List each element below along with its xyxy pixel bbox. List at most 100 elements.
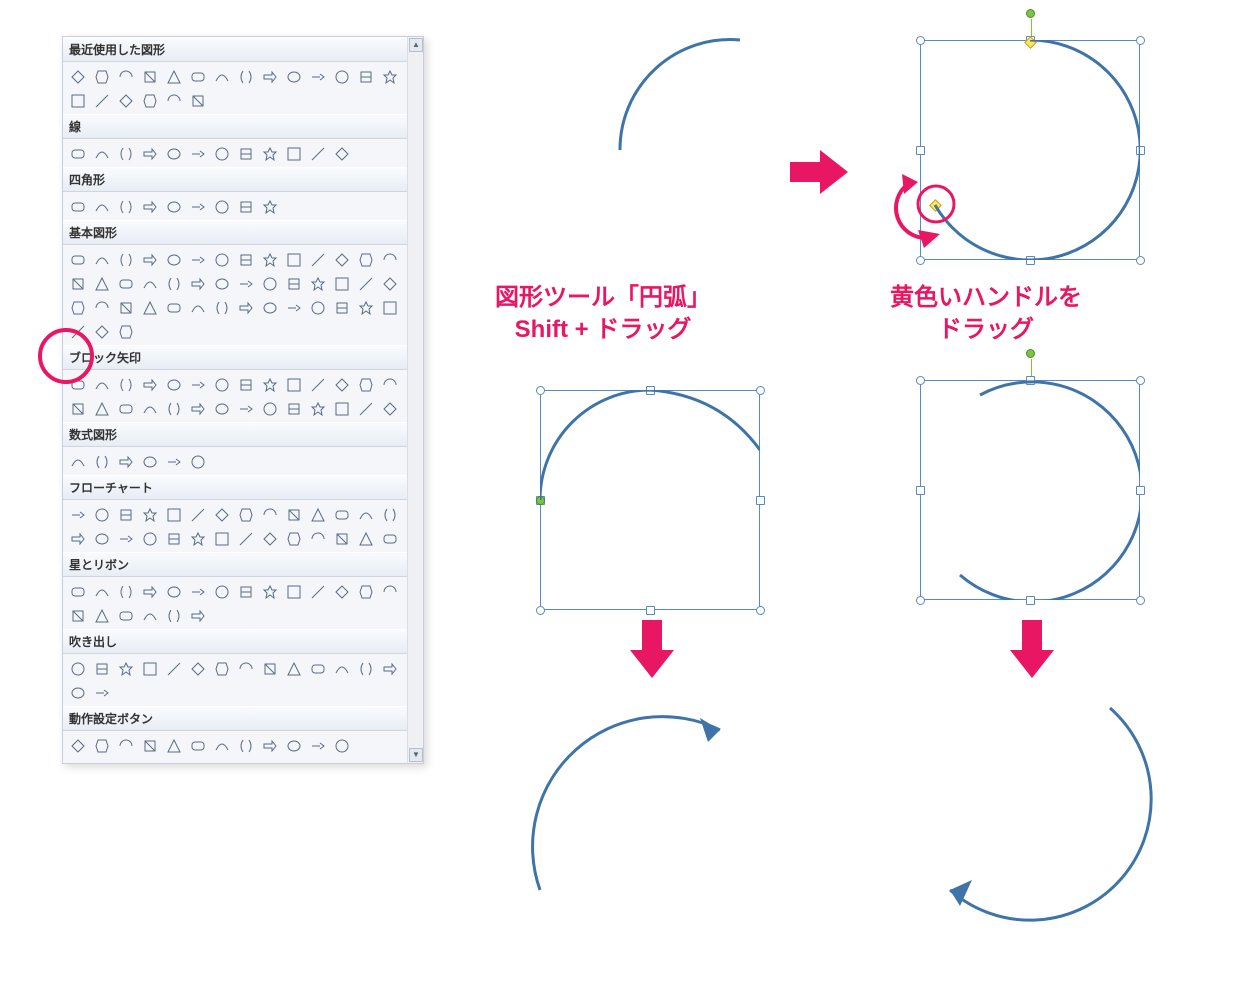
- shape-button[interactable]: [307, 735, 329, 757]
- shape-button[interactable]: [115, 66, 137, 88]
- shape-button[interactable]: [163, 273, 185, 295]
- shape-button[interactable]: [355, 249, 377, 271]
- shape-button[interactable]: [115, 143, 137, 165]
- shape-button[interactable]: [91, 90, 113, 112]
- shape-button[interactable]: [139, 90, 161, 112]
- shape-button[interactable]: [67, 143, 89, 165]
- shape-button[interactable]: [235, 735, 257, 757]
- shape-button[interactable]: [379, 658, 401, 680]
- shape-button[interactable]: [139, 451, 161, 473]
- shape-button[interactable]: [163, 451, 185, 473]
- shape-button[interactable]: [259, 297, 281, 319]
- shape-button[interactable]: [163, 143, 185, 165]
- shape-button[interactable]: [355, 374, 377, 396]
- shape-button[interactable]: [307, 504, 329, 526]
- shape-button[interactable]: [163, 605, 185, 627]
- shape-button[interactable]: [91, 581, 113, 603]
- shape-button[interactable]: [67, 249, 89, 271]
- shape-button[interactable]: [331, 735, 353, 757]
- shape-button[interactable]: [139, 273, 161, 295]
- shape-button[interactable]: [211, 66, 233, 88]
- shape-button[interactable]: [163, 196, 185, 218]
- shape-button[interactable]: [115, 374, 137, 396]
- shape-button[interactable]: [331, 297, 353, 319]
- shape-button[interactable]: [139, 374, 161, 396]
- shape-button[interactable]: [211, 528, 233, 550]
- shape-button[interactable]: [91, 297, 113, 319]
- shape-button[interactable]: [355, 297, 377, 319]
- scroll-down-button[interactable]: ▼: [409, 748, 423, 762]
- shape-button[interactable]: [139, 504, 161, 526]
- shape-button[interactable]: [163, 528, 185, 550]
- shape-button[interactable]: [115, 249, 137, 271]
- shape-button[interactable]: [139, 528, 161, 550]
- shape-button[interactable]: [259, 374, 281, 396]
- shape-button[interactable]: [211, 374, 233, 396]
- shape-button[interactable]: [115, 90, 137, 112]
- shape-button[interactable]: [163, 504, 185, 526]
- shape-button[interactable]: [331, 504, 353, 526]
- shape-button[interactable]: [187, 735, 209, 757]
- shape-button[interactable]: [187, 249, 209, 271]
- shape-button[interactable]: [91, 658, 113, 680]
- shape-button[interactable]: [67, 735, 89, 757]
- shape-button[interactable]: [307, 297, 329, 319]
- shape-button[interactable]: [211, 297, 233, 319]
- shape-button[interactable]: [115, 504, 137, 526]
- shape-button[interactable]: [115, 398, 137, 420]
- shape-button[interactable]: [355, 581, 377, 603]
- shape-button[interactable]: [235, 528, 257, 550]
- shape-button[interactable]: [67, 374, 89, 396]
- shape-button[interactable]: [163, 581, 185, 603]
- shape-button[interactable]: [331, 143, 353, 165]
- shape-button[interactable]: [235, 581, 257, 603]
- shape-button[interactable]: [331, 528, 353, 550]
- shape-button[interactable]: [187, 66, 209, 88]
- shape-button[interactable]: [235, 658, 257, 680]
- shape-button[interactable]: [283, 735, 305, 757]
- shape-button[interactable]: [139, 398, 161, 420]
- shape-button[interactable]: [139, 735, 161, 757]
- shape-button[interactable]: [67, 297, 89, 319]
- shape-button[interactable]: [211, 143, 233, 165]
- shape-button[interactable]: [283, 374, 305, 396]
- shape-button[interactable]: [139, 658, 161, 680]
- shape-button[interactable]: [307, 249, 329, 271]
- shape-button[interactable]: [91, 321, 113, 343]
- shape-button[interactable]: [355, 273, 377, 295]
- shape-button[interactable]: [331, 273, 353, 295]
- shape-button[interactable]: [115, 451, 137, 473]
- shape-button[interactable]: [331, 374, 353, 396]
- shape-button[interactable]: [91, 605, 113, 627]
- shape-button[interactable]: [235, 249, 257, 271]
- shape-button[interactable]: [163, 398, 185, 420]
- shape-button[interactable]: [379, 504, 401, 526]
- shape-button[interactable]: [259, 66, 281, 88]
- shape-button[interactable]: [307, 581, 329, 603]
- shape-button[interactable]: [283, 504, 305, 526]
- shape-button[interactable]: [307, 658, 329, 680]
- shape-button[interactable]: [115, 735, 137, 757]
- shape-button[interactable]: [259, 249, 281, 271]
- shape-button[interactable]: [91, 66, 113, 88]
- shape-button[interactable]: [379, 398, 401, 420]
- shape-button[interactable]: [67, 528, 89, 550]
- shape-button[interactable]: [187, 143, 209, 165]
- shape-button[interactable]: [67, 658, 89, 680]
- shape-button[interactable]: [379, 581, 401, 603]
- shape-button[interactable]: [67, 504, 89, 526]
- shape-button[interactable]: [187, 273, 209, 295]
- shape-button[interactable]: [211, 504, 233, 526]
- shape-button[interactable]: [187, 451, 209, 473]
- shape-button[interactable]: [91, 249, 113, 271]
- shape-button[interactable]: [91, 504, 113, 526]
- shape-button[interactable]: [259, 143, 281, 165]
- shape-button[interactable]: [307, 143, 329, 165]
- shape-button[interactable]: [379, 273, 401, 295]
- shape-button[interactable]: [379, 297, 401, 319]
- shape-button[interactable]: [187, 581, 209, 603]
- shape-button[interactable]: [331, 658, 353, 680]
- shape-button[interactable]: [235, 504, 257, 526]
- shape-button[interactable]: [187, 90, 209, 112]
- shape-button[interactable]: [139, 196, 161, 218]
